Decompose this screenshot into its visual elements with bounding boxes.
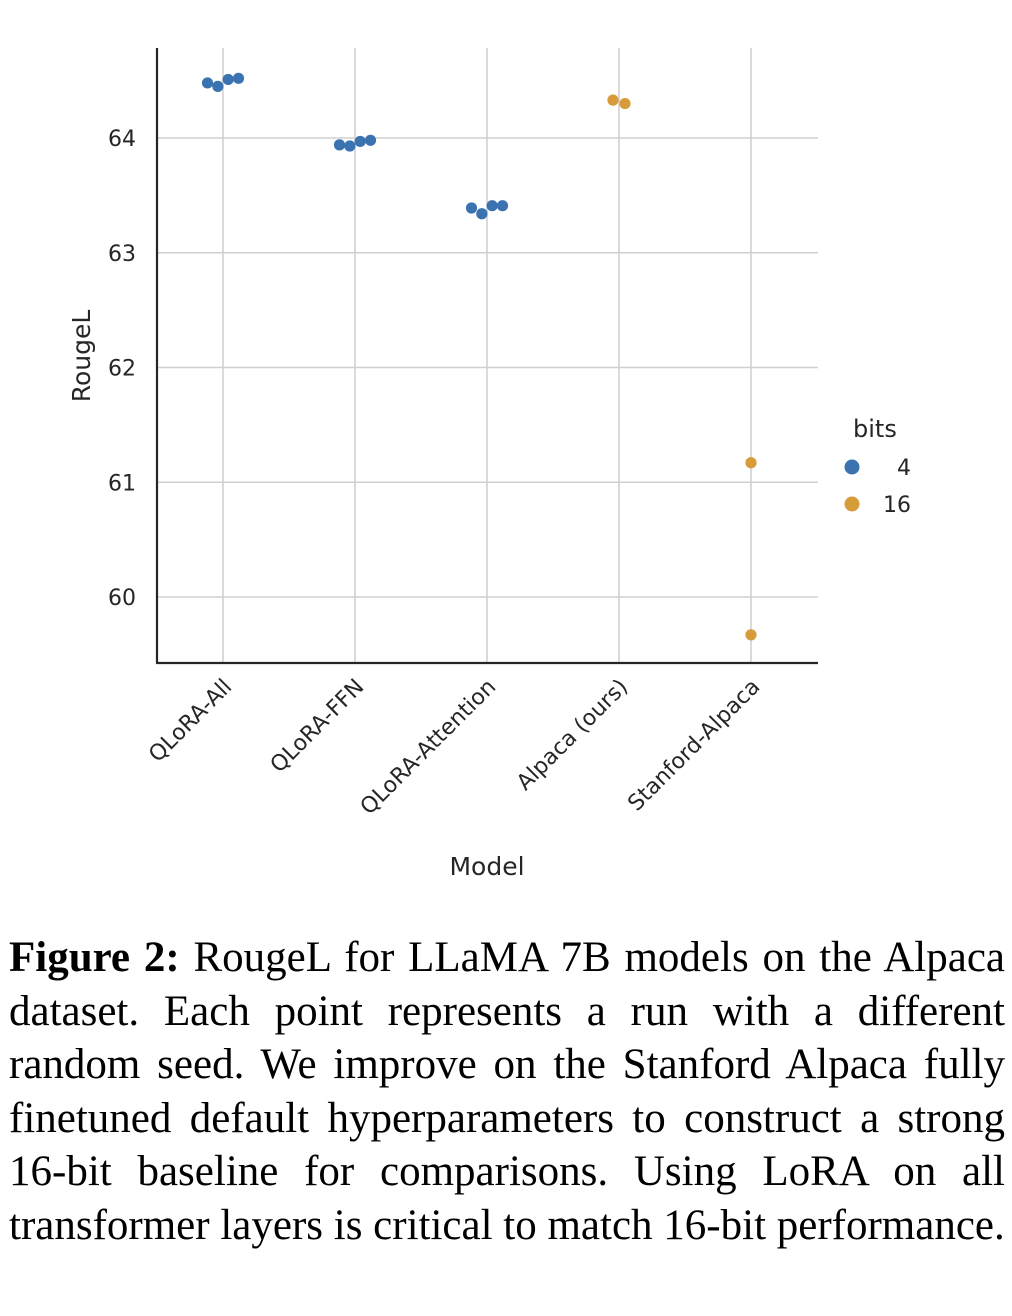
y-tick-label: 61 [108,471,136,496]
data-point [344,140,356,152]
y-tick-label: 64 [108,127,136,152]
y-tick-label: 63 [108,242,136,267]
y-tick-label: 60 [108,586,136,611]
data-point [619,97,631,110]
x-tick-label: QLoRA-Attention [356,675,501,820]
data-point [212,80,224,92]
rougel-swarm-chart: 60 61 62 63 64 QLoRA-All QLoRA-FFNQLoRA-Atten… [67,48,911,881]
grid-lines [157,48,818,663]
y-axis-label: RougeL [67,310,96,403]
data-point [354,135,366,148]
legend: bits 4 16 [844,415,911,518]
legend-marker [844,496,860,512]
x-tick-label: QLoRA-All [144,675,237,768]
data-point [222,73,234,86]
data-point [486,200,498,212]
data-point [465,202,478,214]
data-point [476,208,488,220]
x-tick-label: Alpaca (ours) [512,675,633,796]
data-point [607,94,619,106]
data-point [201,77,214,89]
axes [155,48,818,665]
data-point [364,134,377,146]
data-point [496,200,509,212]
x-tick-label: Stanford-Alpaca [623,675,765,817]
legend-label: 16 [883,493,911,518]
data-point [232,72,245,84]
data-point [745,457,757,469]
caption-label: Figure 2: [9,934,180,981]
y-tick-label: 62 [108,357,136,382]
data-point [745,629,757,641]
legend-label: 4 [897,456,911,481]
data-point [333,139,346,151]
x-tick-label: QLoRA-FFN [266,675,369,778]
caption-text: RougeL for LLaMA 7B models on the Alpaca… [9,934,1006,1249]
figure-caption: Figure 2: RougeL for LLaMA 7B models on … [9,931,1005,1252]
data-points [201,72,757,641]
x-axis-label: Model [449,852,524,881]
legend-title: bits [853,415,897,443]
y-tick-labels: 60 61 62 63 64 [108,127,136,611]
legend-marker [844,459,860,475]
